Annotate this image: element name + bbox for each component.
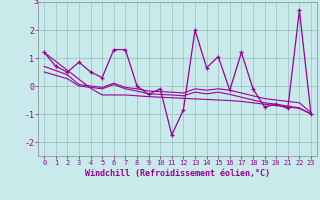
- Text: 3: 3: [33, 0, 38, 6]
- X-axis label: Windchill (Refroidissement éolien,°C): Windchill (Refroidissement éolien,°C): [85, 169, 270, 178]
